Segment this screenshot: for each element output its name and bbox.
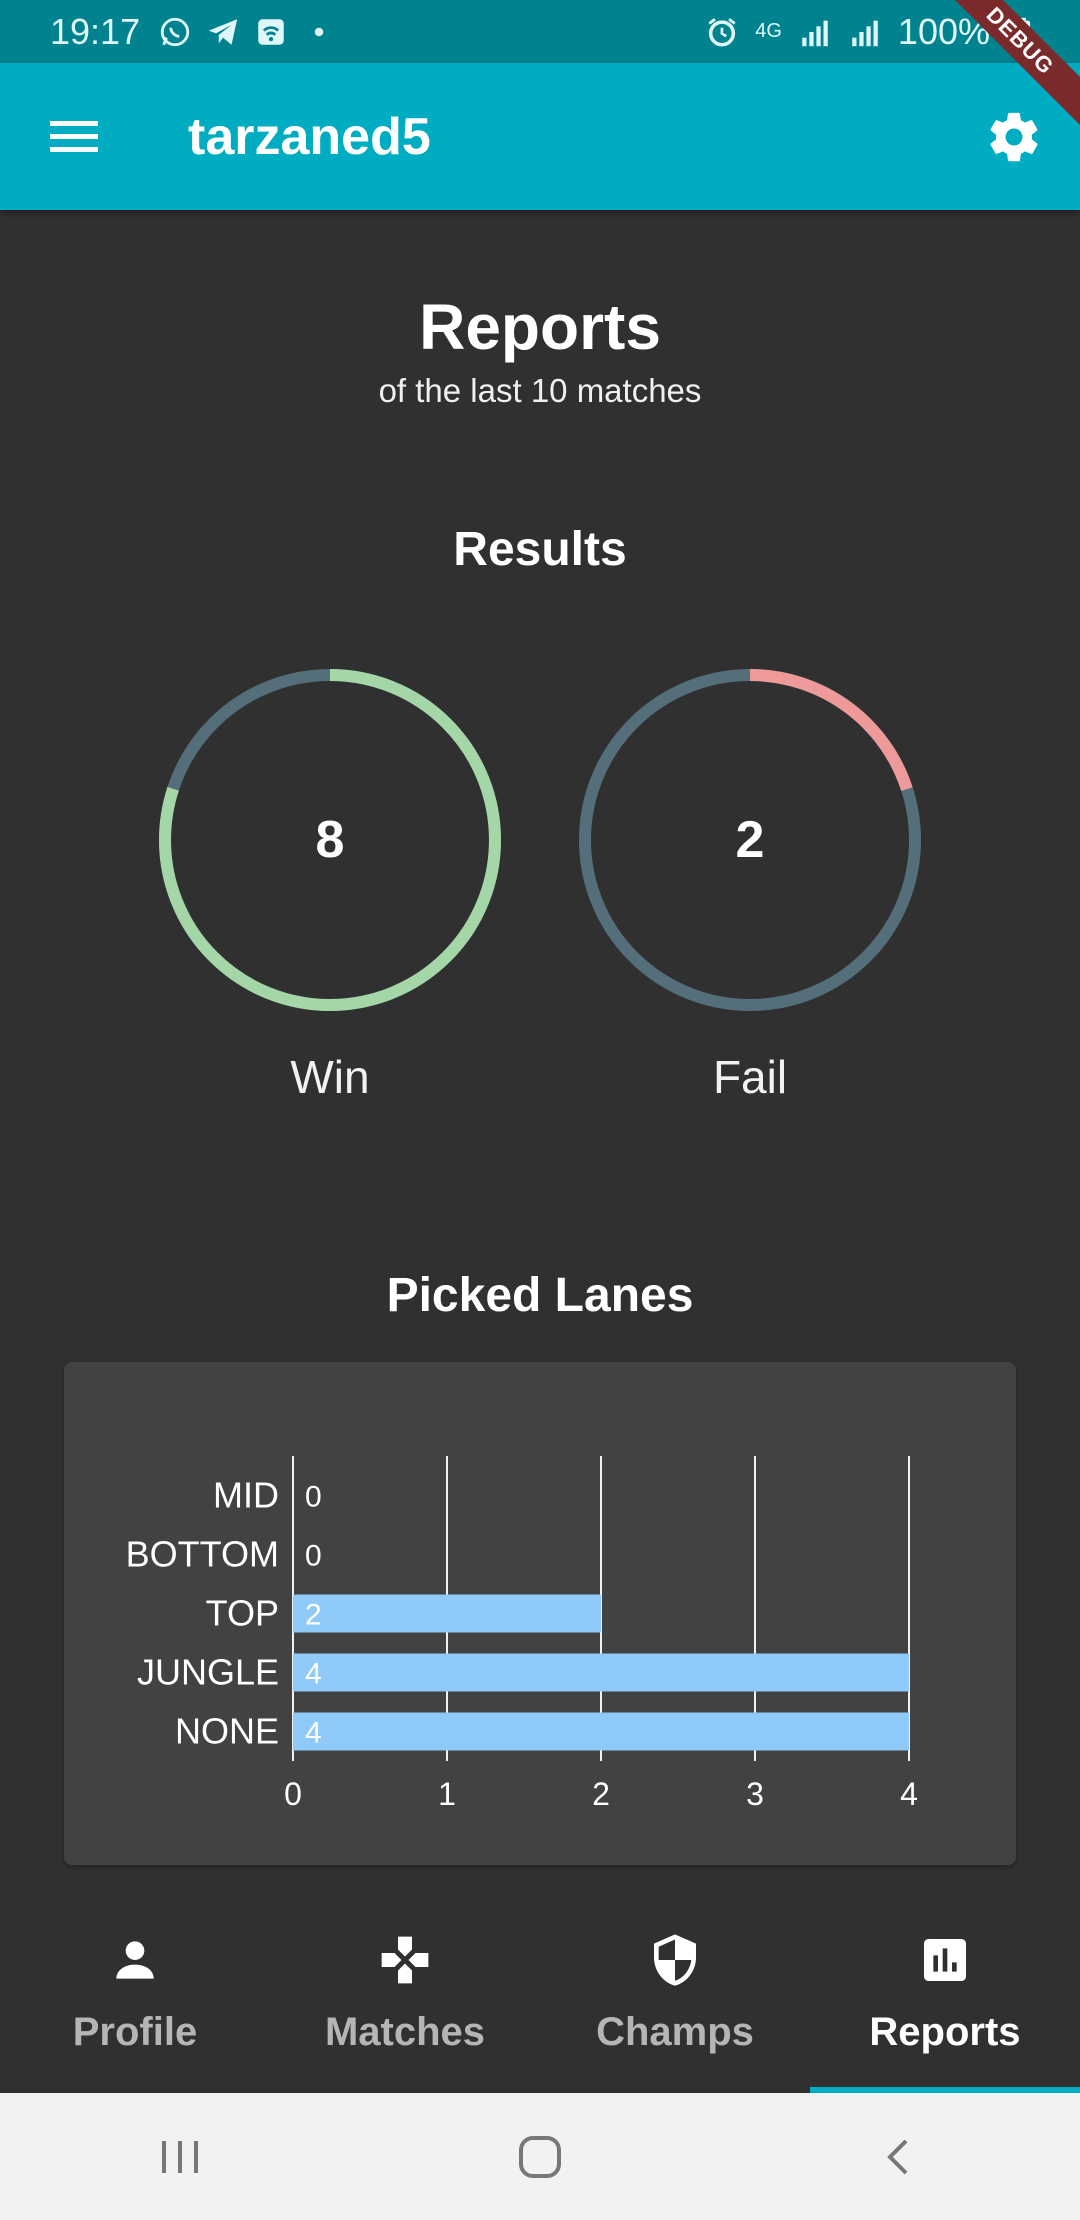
nav-champs[interactable]: Champs bbox=[540, 1890, 810, 2093]
page-subtitle: of the last 10 matches bbox=[378, 372, 702, 409]
recents-button[interactable] bbox=[140, 2117, 220, 2197]
x-tick-label: 2 bbox=[592, 1776, 610, 1812]
shield-icon bbox=[654, 1934, 696, 1986]
win-gauge: 8 bbox=[150, 660, 510, 1020]
bar-chart-icon bbox=[924, 1939, 966, 1981]
system-nav bbox=[0, 2093, 1080, 2220]
picked-lanes-chart: 0 1 2 3 4 MID 0 BOTTOM 0 TOP 2 JUNGLE 4 NONE 4 bbox=[64, 1362, 1016, 1865]
app-bar: tarzaned5 bbox=[0, 63, 1080, 210]
bar-value-label: 2 bbox=[305, 1599, 322, 1632]
home-button[interactable] bbox=[500, 2117, 580, 2197]
dot-icon bbox=[314, 27, 324, 36]
back-icon bbox=[887, 2139, 908, 2174]
x-tick-label: 0 bbox=[284, 1776, 302, 1812]
whatsapp-icon bbox=[160, 17, 190, 46]
gamepad-icon bbox=[381, 1936, 429, 1984]
bottom-nav: Profile Matches Champs Reports bbox=[0, 1890, 1080, 2093]
nav-profile[interactable]: Profile bbox=[0, 1890, 270, 2093]
nav-matches[interactable]: Matches bbox=[270, 1890, 540, 2093]
bar-value-label: 4 bbox=[305, 1658, 322, 1691]
telegram-icon bbox=[208, 18, 238, 45]
bar bbox=[293, 1712, 909, 1751]
person-icon bbox=[116, 1941, 154, 1979]
nav-champs-label: Champs bbox=[596, 2010, 754, 2054]
win-ring bbox=[159, 669, 501, 1011]
nav-reports[interactable]: Reports bbox=[810, 1890, 1080, 2093]
signal-icon bbox=[802, 20, 828, 46]
fail-ring bbox=[579, 669, 921, 1011]
menu-button[interactable] bbox=[38, 101, 110, 173]
lane-chart-svg: 0 1 2 3 4 MID 0 BOTTOM 0 TOP 2 JUNGLE 4 NONE 4 bbox=[126, 1456, 918, 1812]
win-count: 8 bbox=[315, 811, 345, 869]
wifi-call-icon bbox=[258, 18, 284, 45]
fail-ring-progress bbox=[579, 669, 921, 1011]
category-label: NONE bbox=[175, 1711, 279, 1752]
app-title: tarzaned5 bbox=[188, 107, 431, 166]
category-label: BOTTOM bbox=[126, 1534, 279, 1575]
nav-reports-label: Reports bbox=[869, 2010, 1021, 2054]
x-tick-label: 3 bbox=[746, 1776, 764, 1812]
bar-value-label: 0 bbox=[305, 1540, 322, 1573]
bar-value-label: 4 bbox=[305, 1717, 322, 1750]
alarm-icon bbox=[708, 17, 736, 47]
menu-icon bbox=[50, 120, 98, 152]
picked-lanes-title: Picked Lanes bbox=[386, 1269, 694, 1322]
notification-icons bbox=[158, 15, 336, 49]
win-ring-progress bbox=[159, 669, 501, 1011]
results-title: Results bbox=[453, 523, 627, 576]
home-icon bbox=[519, 2135, 561, 2178]
category-label: MID bbox=[213, 1475, 279, 1516]
gear-icon bbox=[990, 112, 1038, 161]
nav-profile-label: Profile bbox=[72, 2010, 198, 2054]
settings-button[interactable] bbox=[978, 101, 1050, 173]
bar bbox=[293, 1653, 909, 1692]
fail-count: 2 bbox=[735, 811, 765, 869]
category-label: JUNGLE bbox=[137, 1652, 279, 1693]
nav-matches-label: Matches bbox=[324, 2010, 486, 2054]
recents-icon bbox=[162, 2140, 198, 2173]
x-tick-label: 4 bbox=[900, 1776, 918, 1812]
network-type: 4G bbox=[755, 20, 782, 42]
category-label: TOP bbox=[206, 1593, 279, 1634]
page-title: Reports bbox=[419, 291, 661, 363]
x-tick-label: 1 bbox=[438, 1776, 456, 1812]
back-button[interactable] bbox=[860, 2117, 940, 2197]
win-label: Win bbox=[290, 1051, 370, 1103]
status-bar: 19:17 4G 100% bbox=[0, 0, 1080, 63]
bar-value-label: 0 bbox=[305, 1481, 322, 1514]
signal-roaming-icon bbox=[852, 20, 878, 46]
status-time: 19:17 bbox=[50, 10, 141, 52]
fail-gauge: 2 bbox=[570, 660, 930, 1020]
fail-label: Fail bbox=[712, 1051, 788, 1103]
bar bbox=[293, 1594, 601, 1633]
